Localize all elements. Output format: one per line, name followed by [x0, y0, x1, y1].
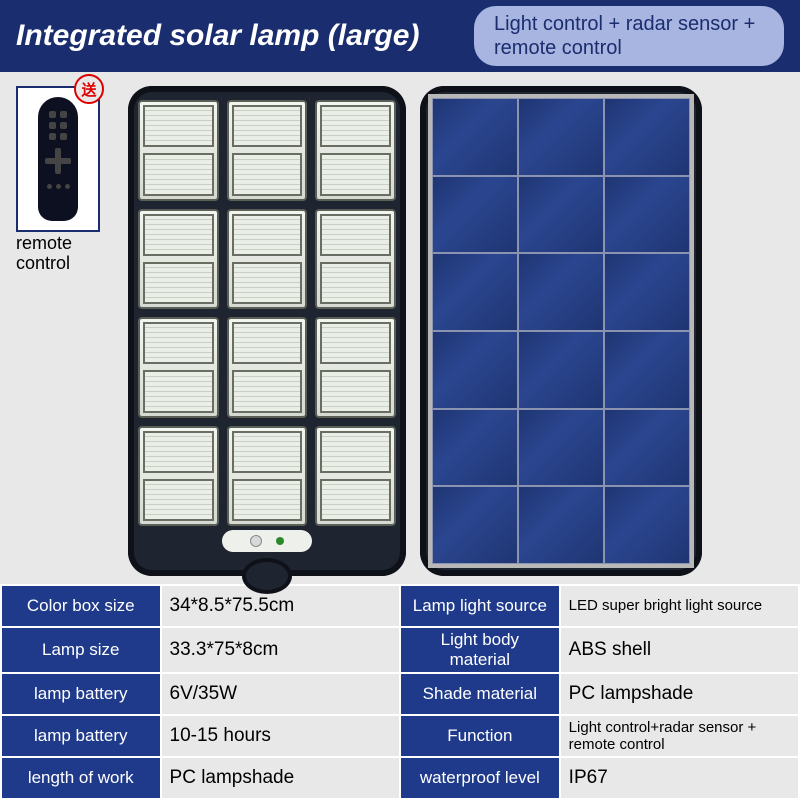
spec-label: Shade material	[400, 673, 560, 715]
spec-value: Light control+radar sensor + remote cont…	[560, 715, 799, 757]
solar-cell	[432, 253, 518, 331]
spec-value: 33.3*75*8cm	[161, 627, 400, 673]
solar-cell	[604, 253, 690, 331]
led-module	[227, 209, 308, 310]
sensor-bar-icon	[222, 530, 312, 552]
remote-control-block: 送 remote control	[16, 86, 100, 274]
spec-label: Lamp light source	[400, 585, 560, 627]
solar-cell	[518, 176, 604, 254]
remote-label: remote control	[16, 234, 100, 274]
led-module	[227, 100, 308, 201]
spec-label: Lamp size	[1, 627, 161, 673]
solar-cell	[604, 98, 690, 176]
spec-label: Color box size	[1, 585, 161, 627]
spec-value: ABS shell	[560, 627, 799, 673]
table-row: Lamp size33.3*75*8cmLight body materialA…	[1, 627, 799, 673]
remote-frame: 送	[16, 86, 100, 232]
spec-value: 10-15 hours	[161, 715, 400, 757]
solar-cell	[518, 409, 604, 487]
spec-value: LED super bright light source	[560, 585, 799, 627]
led-module	[138, 317, 219, 418]
led-module	[315, 209, 396, 310]
led-module	[138, 426, 219, 527]
led-module	[227, 317, 308, 418]
gift-badge-icon: 送	[74, 74, 104, 104]
solar-panel-illustration	[420, 86, 702, 576]
spec-label: Function	[400, 715, 560, 757]
table-row: length of workPC lampshadewaterproof lev…	[1, 757, 799, 799]
lamp-front-illustration	[128, 86, 406, 576]
solar-cell	[432, 98, 518, 176]
page-title: Integrated solar lamp (large)	[16, 19, 474, 53]
spec-table: Color box size34*8.5*75.5cmLamp light so…	[0, 584, 800, 800]
solar-cell	[604, 409, 690, 487]
solar-cell	[432, 409, 518, 487]
led-module	[227, 426, 308, 527]
table-row: Color box size34*8.5*75.5cmLamp light so…	[1, 585, 799, 627]
solar-cell	[604, 176, 690, 254]
spec-value: 6V/35W	[161, 673, 400, 715]
solar-cell	[518, 331, 604, 409]
spec-value: 34*8.5*75.5cm	[161, 585, 400, 627]
product-images-row: 送 remote control	[0, 72, 800, 582]
led-module	[315, 426, 396, 527]
led-module	[138, 100, 219, 201]
table-row: lamp battery6V/35WShade materialPC lamps…	[1, 673, 799, 715]
spec-label: lamp battery	[1, 715, 161, 757]
spec-label: lamp battery	[1, 673, 161, 715]
spec-label: length of work	[1, 757, 161, 799]
header-bar: Integrated solar lamp (large) Light cont…	[0, 0, 800, 72]
spec-label: Light body material	[400, 627, 560, 673]
solar-cell	[432, 331, 518, 409]
spec-value: IP67	[560, 757, 799, 799]
solar-cell	[604, 331, 690, 409]
remote-icon	[38, 97, 78, 221]
feature-pill: Light control + radar sensor + remote co…	[474, 6, 784, 66]
solar-cell	[604, 486, 690, 564]
mount-knob-icon	[242, 558, 292, 594]
spec-value: PC lampshade	[560, 673, 799, 715]
solar-cell	[432, 176, 518, 254]
spec-label: waterproof level	[400, 757, 560, 799]
spec-value: PC lampshade	[161, 757, 400, 799]
table-row: lamp battery10-15 hoursFunctionLight con…	[1, 715, 799, 757]
solar-cell	[518, 486, 604, 564]
led-module	[315, 317, 396, 418]
solar-cell	[432, 486, 518, 564]
led-module	[138, 209, 219, 310]
solar-cell	[518, 98, 604, 176]
led-module	[315, 100, 396, 201]
solar-cell	[518, 253, 604, 331]
